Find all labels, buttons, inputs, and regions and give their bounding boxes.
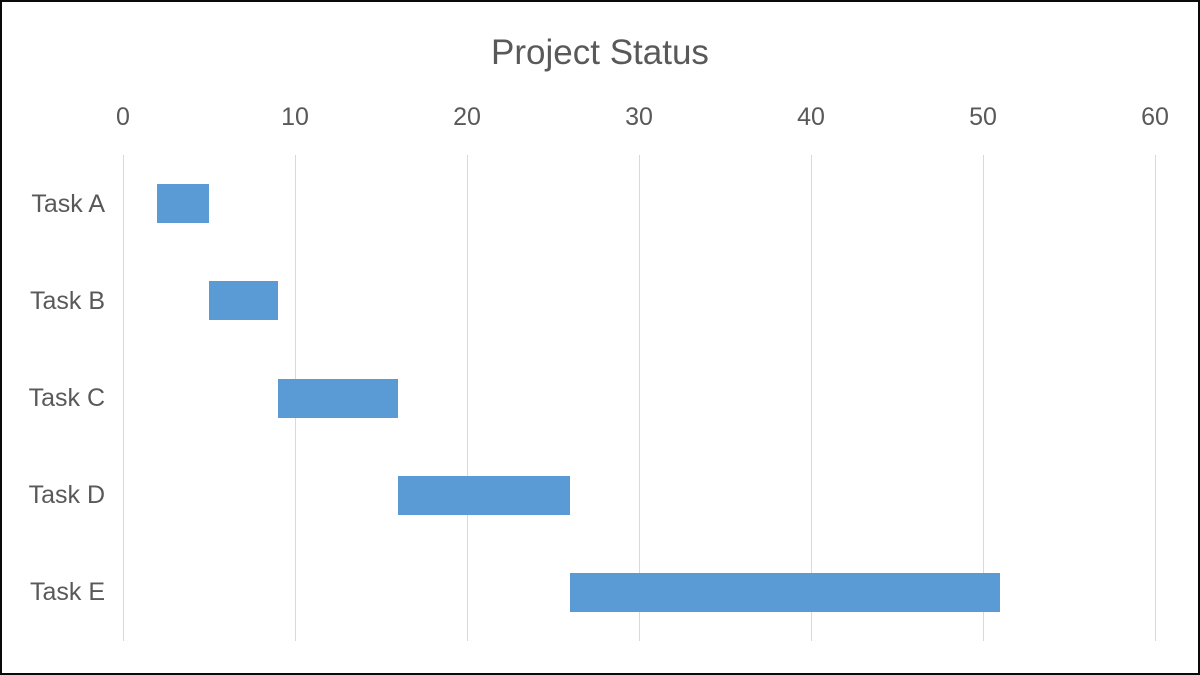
- x-axis-tick-label-20: 20: [453, 103, 481, 131]
- gantt-bar-task-c: [277, 378, 399, 418]
- x-axis-tick-label-30: 30: [625, 103, 653, 131]
- gantt-bar-task-e: [570, 572, 1001, 612]
- gantt-bar-task-d: [398, 475, 571, 515]
- chart-title: Project Status: [491, 33, 709, 72]
- gridline-x-20: [466, 155, 468, 641]
- y-axis-category-label-task-a: Task A: [31, 189, 105, 218]
- gridline-x-60: [1154, 155, 1156, 641]
- x-axis-tick-label-10: 10: [281, 103, 309, 131]
- gantt-bar-task-b: [209, 281, 278, 321]
- gantt-bar-task-a: [157, 184, 209, 224]
- gridline-x-30: [638, 155, 640, 641]
- x-axis-tick-label-60: 60: [1141, 103, 1169, 131]
- y-axis-category-label-task-c: Task C: [28, 384, 105, 412]
- x-axis-tick-label-0: 0: [116, 103, 130, 131]
- x-axis-tick-label-50: 50: [969, 103, 997, 131]
- gridline-x-0: [122, 155, 124, 641]
- x-axis-tick-label-40: 40: [797, 103, 825, 131]
- gridline-x-40: [810, 155, 812, 641]
- gridline-x-50: [982, 155, 984, 641]
- y-axis-category-label-task-b: Task B: [29, 286, 105, 315]
- y-axis-category-label-task-e: Task E: [29, 578, 105, 607]
- y-axis-category-label-task-d: Task D: [28, 481, 105, 510]
